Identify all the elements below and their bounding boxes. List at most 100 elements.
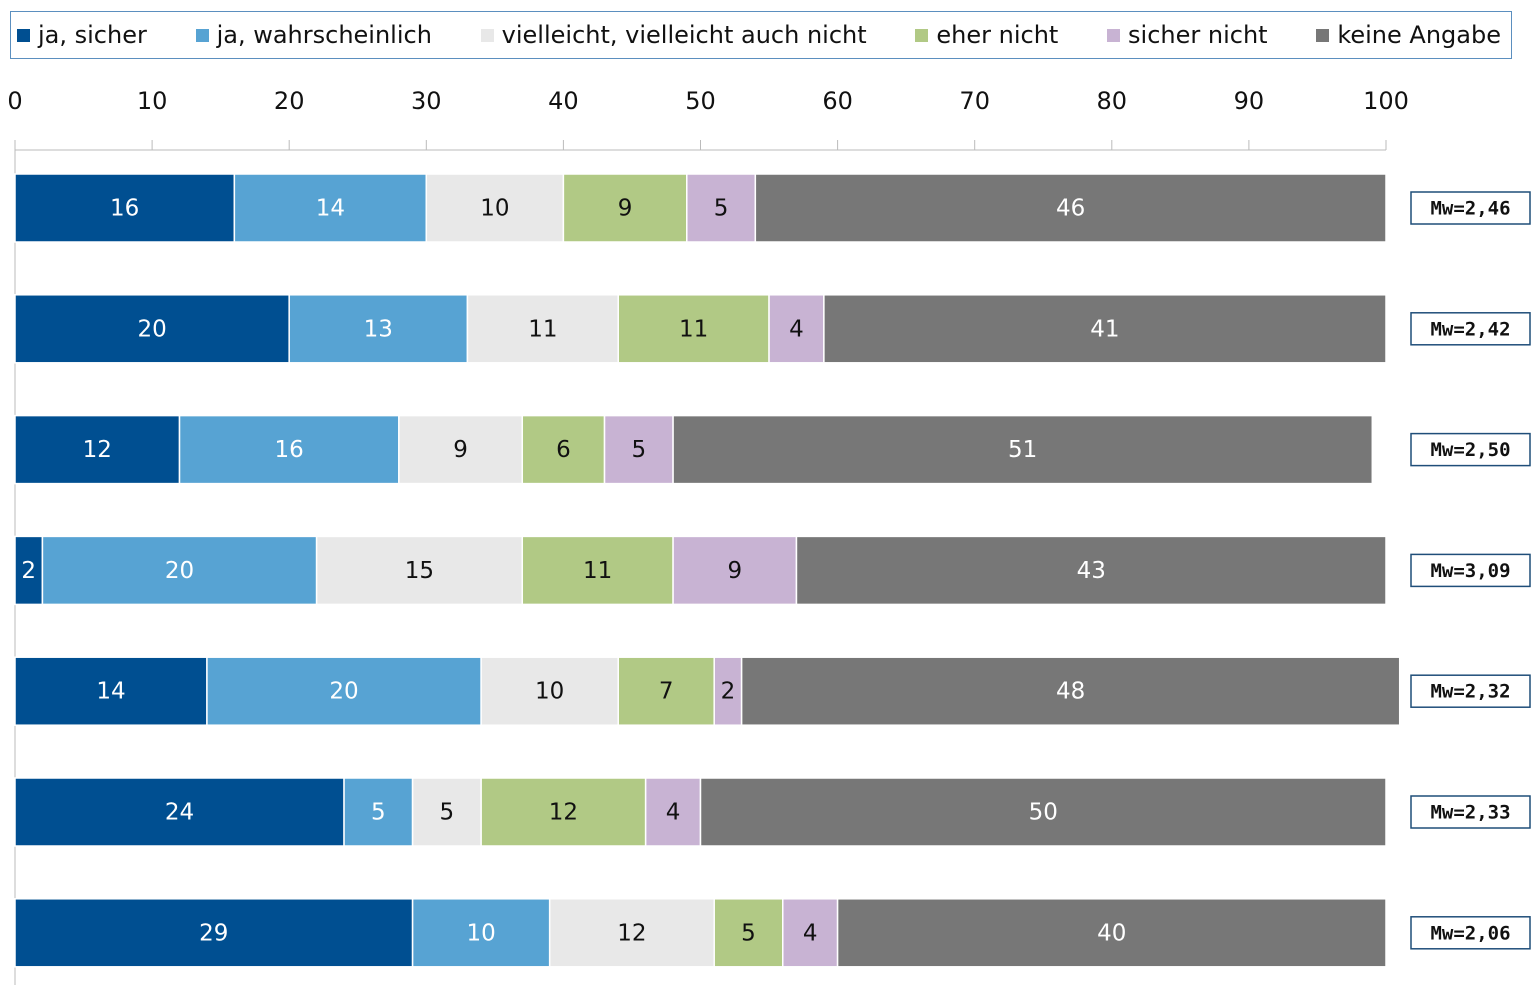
annotation-box xyxy=(1410,432,1531,467)
x-tick-label: 100 xyxy=(1363,87,1409,115)
annotation-box xyxy=(1410,795,1531,829)
legend-item: vielleicht, vielleicht auch nicht xyxy=(480,21,867,49)
data-label: 41 xyxy=(1090,316,1119,342)
data-label: 16 xyxy=(275,437,304,463)
bar-segment xyxy=(795,535,1387,606)
data-label: 5 xyxy=(714,196,729,222)
data-label: 7 xyxy=(659,679,674,705)
data-label: 51 xyxy=(1008,437,1037,463)
data-label: 11 xyxy=(679,316,708,342)
bar-segment xyxy=(548,898,715,968)
bar-segment xyxy=(466,294,619,364)
bar-segment xyxy=(740,656,1401,726)
legend-item: keine Angabe xyxy=(1316,21,1501,49)
bar-segment xyxy=(480,777,647,847)
bar-segment xyxy=(14,414,181,485)
annotation-box xyxy=(1410,916,1531,950)
data-label: 5 xyxy=(631,437,646,463)
data-label: 5 xyxy=(371,800,386,826)
x-tick-label: 70 xyxy=(959,87,990,115)
legend-swatch xyxy=(1107,28,1121,42)
x-tick-label: 20 xyxy=(274,87,305,115)
data-label: 12 xyxy=(617,920,646,946)
data-label: 24 xyxy=(165,800,194,826)
data-label: 43 xyxy=(1077,558,1106,584)
bar-segment xyxy=(603,414,674,485)
bar-segment xyxy=(754,173,1387,243)
x-tick-label: 80 xyxy=(1097,87,1128,115)
bar-segment xyxy=(343,777,414,847)
data-label: 2 xyxy=(21,558,36,584)
legend: ja, sicher ja, wahrscheinlich vielleicht, … xyxy=(10,11,1512,59)
data-label: 50 xyxy=(1029,800,1058,826)
bar-segment xyxy=(672,535,798,606)
data-label: 48 xyxy=(1056,679,1085,705)
data-label: 20 xyxy=(137,316,166,342)
annotation-box xyxy=(1410,674,1531,708)
legend-swatch xyxy=(17,28,30,42)
x-tick-label: 50 xyxy=(685,87,716,115)
bar-segment xyxy=(14,656,208,726)
x-tick-label: 90 xyxy=(1234,87,1265,115)
bar-segment xyxy=(425,173,565,243)
legend-label: ja, sicher xyxy=(38,21,147,49)
x-tick-label: 40 xyxy=(548,87,579,115)
legend-item: ja, wahrscheinlich xyxy=(195,21,432,49)
legend-swatch xyxy=(915,28,929,42)
bar-segment xyxy=(14,898,414,968)
legend-label: vielleicht, vielleicht auch nicht xyxy=(501,21,867,49)
data-label: 12 xyxy=(549,800,578,826)
data-label: 4 xyxy=(666,800,681,826)
annotation: Mw=2,46 xyxy=(1430,198,1510,220)
bar-segment xyxy=(823,294,1387,364)
bar-segment xyxy=(562,173,688,243)
annotation-box xyxy=(1410,191,1531,225)
annotation: Mw=3,09 xyxy=(1430,560,1510,582)
legend-label: eher nicht xyxy=(936,21,1059,49)
legend-label: sicher nicht xyxy=(1128,21,1268,49)
bar-segment xyxy=(672,414,1374,485)
data-label: 5 xyxy=(741,920,756,946)
data-label: 6 xyxy=(556,437,571,463)
data-label: 9 xyxy=(453,437,468,463)
bar-segment xyxy=(617,294,770,364)
x-tick-label: 0 xyxy=(7,87,22,115)
legend-swatch xyxy=(480,28,494,42)
bar-segment xyxy=(782,898,839,968)
data-label: 14 xyxy=(316,196,345,222)
bar-segment xyxy=(398,414,524,485)
bar-segment xyxy=(411,898,551,968)
data-label: 29 xyxy=(199,920,228,946)
annotation: Mw=2,32 xyxy=(1430,681,1510,703)
data-label: 16 xyxy=(110,196,139,222)
data-label: 9 xyxy=(727,558,742,584)
data-label: 46 xyxy=(1056,196,1085,222)
data-label: 20 xyxy=(165,558,194,584)
bar-segment xyxy=(206,656,482,726)
annotation-box xyxy=(1410,553,1531,588)
bar-segment xyxy=(411,777,482,847)
data-label: 12 xyxy=(83,437,112,463)
bar-segment xyxy=(836,898,1387,968)
data-label: 10 xyxy=(480,196,509,222)
legend-item: sicher nicht xyxy=(1107,21,1268,49)
data-label: 11 xyxy=(583,558,612,584)
annotation-box xyxy=(1410,312,1531,346)
legend-item: ja, sicher xyxy=(17,21,147,49)
data-label: 10 xyxy=(535,679,564,705)
data-label: 20 xyxy=(329,679,358,705)
data-label: 14 xyxy=(96,679,125,705)
data-label: 4 xyxy=(803,920,818,946)
x-tick-label: 10 xyxy=(137,87,168,115)
annotation: Mw=2,06 xyxy=(1430,922,1510,944)
x-tick-label: 30 xyxy=(411,87,442,115)
data-label: 40 xyxy=(1097,920,1126,946)
data-label: 4 xyxy=(789,316,804,342)
bar-segment xyxy=(14,535,44,606)
bar-segment xyxy=(14,294,290,364)
legend-item: eher nicht xyxy=(915,21,1058,49)
legend-swatch xyxy=(195,28,209,42)
data-label: 5 xyxy=(440,800,455,826)
bar-segment xyxy=(480,656,619,726)
legend-label: ja, wahrscheinlich xyxy=(216,21,432,49)
